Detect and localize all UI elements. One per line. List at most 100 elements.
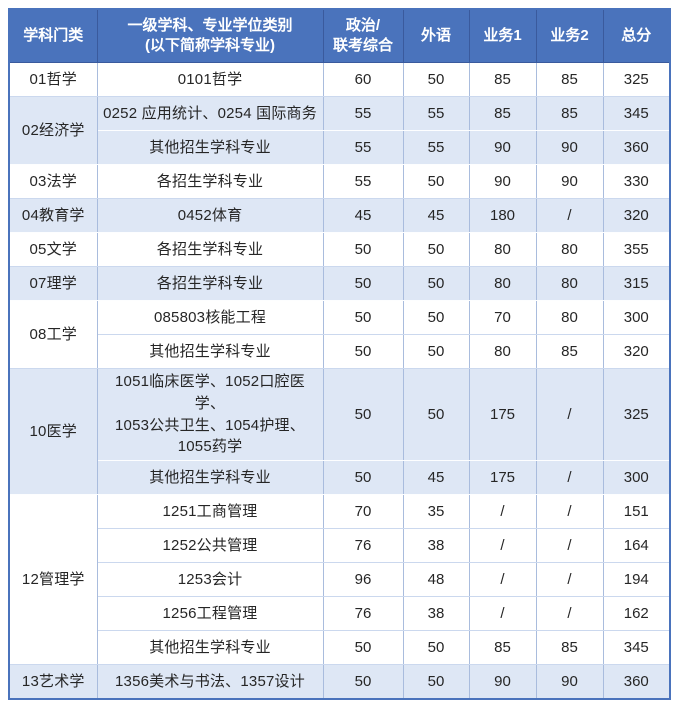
column-header-major: 一级学科、专业学位类别 (以下简称学科专业)	[96, 8, 324, 63]
major-cell: 0252 应用统计、0254 国际商务	[96, 96, 324, 131]
table-row: 其他招生学科专业 55 55 90 90 360	[9, 130, 671, 165]
score-cell-biz1: 90	[468, 164, 537, 199]
score-cell-total: 320	[602, 198, 671, 233]
score-cell-biz2: 90	[535, 664, 604, 700]
score-cell-biz2: /	[535, 198, 604, 233]
score-cell-foreign: 38	[402, 528, 470, 563]
score-cell-foreign: 50	[402, 164, 470, 199]
score-cell-biz1: /	[468, 494, 537, 529]
column-header-foreign: 外语	[402, 8, 470, 63]
score-cell-total: 151	[602, 494, 671, 529]
score-cell-biz1: 180	[468, 198, 537, 233]
score-cell-biz1: 85	[468, 96, 537, 131]
major-cell: 其他招生学科专业	[96, 130, 324, 165]
major-cell: 其他招生学科专业	[96, 460, 324, 495]
score-cell-biz2: 80	[535, 266, 604, 301]
score-cell-total: 164	[602, 528, 671, 563]
score-cell-foreign: 50	[402, 368, 470, 461]
table-row: 01哲学 0101哲学 60 50 85 85 325	[8, 62, 671, 97]
major-cell: 其他招生学科专业	[96, 630, 324, 665]
score-cell-biz2: 85	[535, 96, 604, 131]
score-cell-total: 345	[602, 96, 671, 131]
score-cell-biz1: 80	[468, 266, 537, 301]
score-cell-foreign: 35	[402, 494, 470, 529]
score-cell-foreign: 50	[402, 334, 470, 369]
score-cell-biz1: 90	[468, 664, 537, 700]
category-cell: 12管理学	[8, 494, 98, 665]
score-cell-biz2: 80	[535, 300, 604, 335]
column-header-politics: 政治/ 联考综合	[322, 8, 404, 63]
major-cell: 0101哲学	[96, 62, 324, 97]
table-row: 08工学 085803核能工程 50 50 70 80 300	[8, 300, 671, 369]
score-cell-politics: 50	[322, 368, 404, 461]
table-row: 其他招生学科专业 50 45 175 / 300	[9, 460, 671, 495]
category-cell: 03法学	[8, 164, 98, 199]
score-cell-biz1: /	[468, 562, 537, 597]
score-cell-total: 315	[602, 266, 671, 301]
score-cell-total: 325	[602, 368, 671, 461]
major-cell: 各招生学科专业	[96, 232, 324, 267]
score-cell-total: 320	[602, 334, 671, 369]
table-row: 13艺术学 1356美术与书法、1357设计 50 50 90 90 360	[8, 664, 671, 700]
table-row: 03法学 各招生学科专业 55 50 90 90 330	[8, 164, 671, 199]
major-cell: 各招生学科专业	[96, 164, 324, 199]
score-cell-total: 360	[602, 130, 671, 165]
table-row: 1253会计 96 48 / / 194	[9, 562, 671, 597]
score-table: 学科门类 一级学科、专业学位类别 (以下简称学科专业) 政治/ 联考综合 外语 …	[8, 8, 671, 700]
category-cell: 02经济学	[8, 96, 98, 165]
score-cell-biz2: 85	[535, 630, 604, 665]
score-cell-biz2: 90	[535, 130, 604, 165]
table-row: 02经济学 0252 应用统计、0254 国际商务 55 55 85 85 34…	[8, 96, 671, 165]
major-cell: 085803核能工程	[96, 300, 324, 335]
score-cell-foreign: 50	[402, 266, 470, 301]
score-cell-politics: 55	[322, 96, 404, 131]
score-cell-politics: 70	[322, 494, 404, 529]
score-cell-foreign: 45	[402, 198, 470, 233]
major-cell: 1251工商管理	[96, 494, 324, 529]
table-row: 12管理学 1251工商管理 70 35 / / 151	[8, 494, 671, 665]
table-row: 10医学 1051临床医学、1052口腔医学、 1053公共卫生、1054护理、…	[8, 368, 671, 495]
category-cell: 07理学	[8, 266, 98, 301]
score-cell-biz2: /	[535, 494, 604, 529]
score-cell-politics: 55	[322, 164, 404, 199]
score-cell-biz2: 80	[535, 232, 604, 267]
score-cell-total: 300	[602, 460, 671, 495]
table-row: 05文学 各招生学科专业 50 50 80 80 355	[8, 232, 671, 267]
score-cell-biz1: /	[468, 528, 537, 563]
table-row: 07理学 各招生学科专业 50 50 80 80 315	[8, 266, 671, 301]
score-cell-politics: 50	[322, 630, 404, 665]
score-cell-politics: 50	[322, 664, 404, 700]
score-cell-biz1: 90	[468, 130, 537, 165]
column-header-total: 总分	[602, 8, 671, 63]
score-cell-total: 345	[602, 630, 671, 665]
score-cell-biz1: 85	[468, 630, 537, 665]
score-cell-biz1: 85	[468, 62, 537, 97]
score-cell-total: 300	[602, 300, 671, 335]
score-cell-biz1: 175	[468, 460, 537, 495]
score-cell-politics: 45	[322, 198, 404, 233]
score-cell-biz1: 175	[468, 368, 537, 461]
major-cell: 各招生学科专业	[96, 266, 324, 301]
score-cell-foreign: 50	[402, 630, 470, 665]
score-cell-biz1: 70	[468, 300, 537, 335]
score-cell-foreign: 48	[402, 562, 470, 597]
category-cell: 01哲学	[8, 62, 98, 97]
score-cell-biz1: 80	[468, 232, 537, 267]
category-cell: 08工学	[8, 300, 98, 369]
score-cell-foreign: 55	[402, 96, 470, 131]
score-cell-total: 194	[602, 562, 671, 597]
major-cell: 其他招生学科专业	[96, 334, 324, 369]
score-cell-biz2: 90	[535, 164, 604, 199]
score-cell-politics: 50	[322, 460, 404, 495]
score-cell-biz2: /	[535, 368, 604, 461]
score-cell-politics: 50	[322, 334, 404, 369]
category-cell: 04教育学	[8, 198, 98, 233]
table-row: 1252公共管理 76 38 / / 164	[9, 528, 671, 563]
score-cell-total: 355	[602, 232, 671, 267]
table-row: 04教育学 0452体育 45 45 180 / 320	[8, 198, 671, 233]
score-cell-foreign: 50	[402, 232, 470, 267]
major-cell: 0452体育	[96, 198, 324, 233]
score-cell-politics: 96	[322, 562, 404, 597]
column-header-biz1: 业务1	[468, 8, 537, 63]
